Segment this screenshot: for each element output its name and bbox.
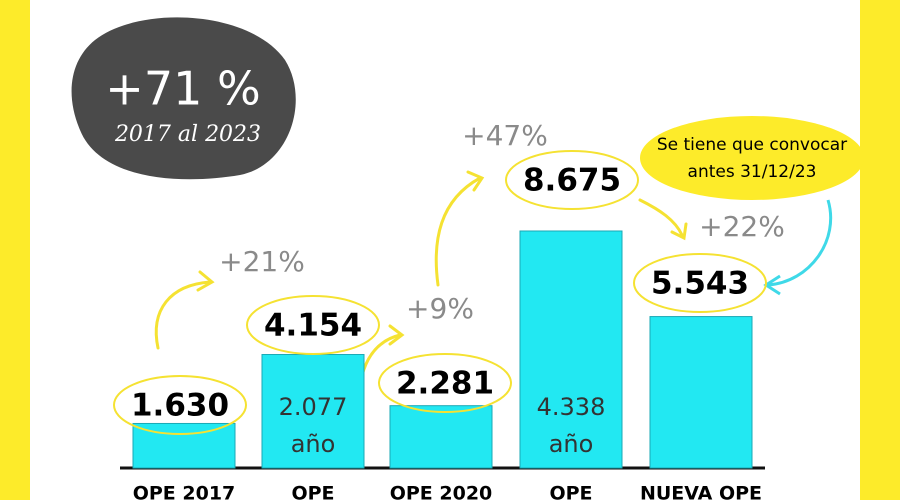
bar-note: año (549, 430, 594, 458)
arrows (154, 170, 688, 387)
value-label: 4.154 (264, 308, 362, 344)
value-label: 8.675 (523, 163, 621, 199)
badge-blob (71, 17, 296, 180)
value-label-ring (633, 253, 767, 313)
value-label-ring (113, 375, 247, 435)
change-label: +9% (406, 292, 474, 325)
change-label: +21% (219, 245, 305, 278)
x-tick-label: OPE 2020 (390, 483, 493, 501)
x-tick-label: OPE (291, 483, 334, 501)
x-tick-label: OPE (549, 483, 592, 501)
border-right (860, 0, 900, 500)
value-label-ring (378, 353, 512, 413)
callout-arrow (767, 199, 833, 287)
badge-value: +71 % (105, 62, 260, 116)
value-label: 2.281 (396, 366, 494, 402)
change-label: +22% (699, 210, 785, 243)
border-left (0, 0, 30, 500)
bar-note: 2.077 (279, 393, 348, 421)
callout-bubble (640, 116, 864, 200)
bar (389, 405, 493, 469)
callout-line: antes 31/12/23 (688, 162, 817, 182)
value-label-ring (505, 150, 639, 210)
value-label-ring (246, 295, 380, 355)
x-tick-label: OPE 2017 (133, 483, 236, 501)
badge-period: 2017 al 2023 (114, 122, 261, 147)
bar (649, 316, 753, 469)
value-label: 5.543 (651, 266, 749, 302)
bar (519, 230, 623, 469)
value-label: 1.630 (131, 388, 229, 424)
change-label: +47% (462, 119, 548, 152)
bar-note: 4.338 (537, 393, 606, 421)
x-tick-label: NUEVA OPE (640, 483, 762, 501)
bar-note: año (291, 430, 336, 458)
callout-line: Se tiene que convocar (657, 135, 847, 155)
bar (261, 354, 365, 469)
